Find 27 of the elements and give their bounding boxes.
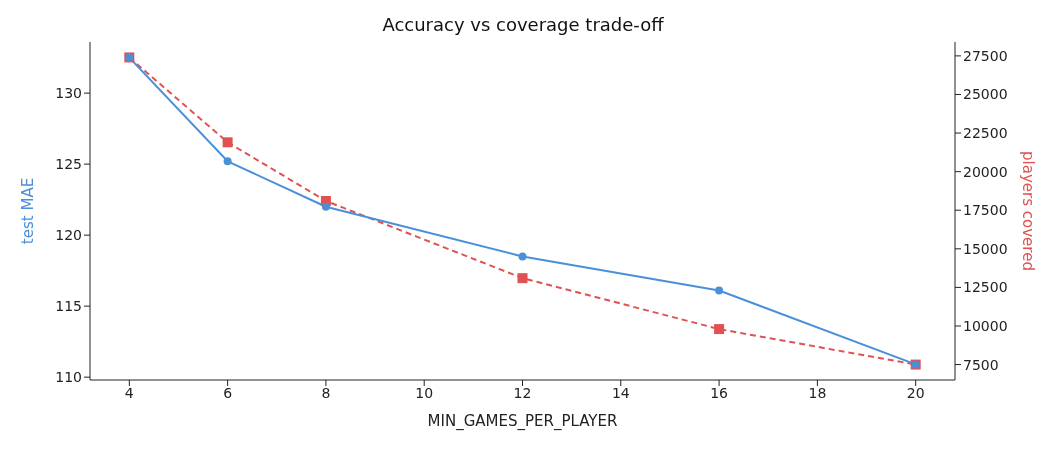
y2-axis-title: players covered bbox=[1018, 151, 1037, 271]
x-tick-label: 16 bbox=[710, 384, 729, 401]
y2-tick-label: 15000 bbox=[963, 240, 1008, 257]
x-tick-label: 20 bbox=[906, 384, 925, 401]
y-tick-label: 120 bbox=[55, 227, 82, 244]
y-tick-label: 115 bbox=[55, 298, 82, 315]
chart-title: Accuracy vs coverage trade-off bbox=[381, 13, 665, 37]
y2-tick-label: 12500 bbox=[963, 279, 1008, 296]
x-tick-label: 10 bbox=[415, 384, 434, 401]
y2-tick-label: 27500 bbox=[963, 47, 1008, 64]
x-tick-label: 4 bbox=[124, 384, 134, 401]
y-axis-title: test MAE bbox=[19, 177, 38, 245]
y2-tick-label: 7500 bbox=[963, 356, 999, 373]
x-tick-label: 14 bbox=[611, 384, 630, 401]
x-tick-label: 8 bbox=[321, 384, 331, 401]
y2-tick-label: 10000 bbox=[963, 317, 1008, 334]
y2-tick-label: 22500 bbox=[963, 125, 1008, 142]
y-tick-label: 110 bbox=[55, 369, 82, 386]
y2-tick-label: 25000 bbox=[963, 86, 1008, 103]
y-tick-label: 130 bbox=[55, 85, 82, 102]
x-tick-label: 6 bbox=[223, 384, 233, 401]
y2-tick-label: 17500 bbox=[963, 202, 1008, 219]
x-axis-title: MIN_GAMES_PER_PLAYER bbox=[427, 412, 618, 431]
x-tick-label: 18 bbox=[808, 384, 827, 401]
y2-tick-label: 20000 bbox=[963, 163, 1008, 180]
x-tick-label: 12 bbox=[513, 384, 532, 401]
y-tick-label: 125 bbox=[55, 156, 82, 173]
